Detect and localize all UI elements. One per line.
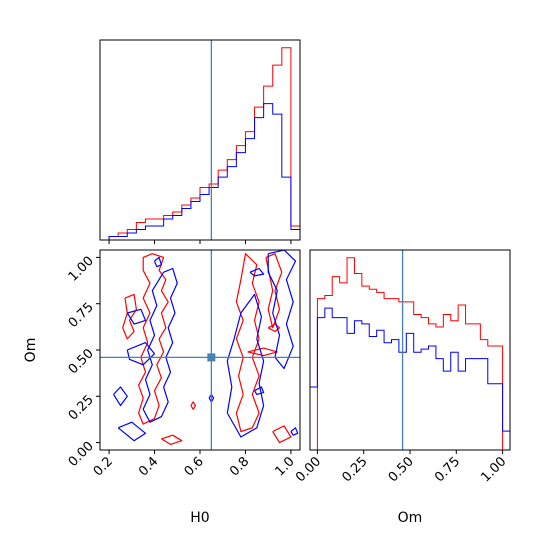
h0-histogram-plot-area [100, 40, 300, 240]
contour-series-1-line [161, 434, 183, 445]
om-histogram-series-2-steps [310, 307, 510, 450]
contour-series-2-line [208, 393, 215, 403]
truth-point-marker [207, 353, 216, 362]
h0-histogram-series-2-steps [100, 103, 300, 240]
contour-series-1-line [272, 425, 292, 444]
contour-series-2-line [153, 256, 162, 268]
contour-series-1-line [190, 401, 197, 410]
h0-histogram-x-ticks [108, 240, 292, 244]
contour-series-1-line [138, 253, 169, 425]
contour-plot-area [100, 250, 300, 450]
h0-histogram-series-1-steps [100, 47, 300, 240]
h0-marginal-histogram-panel [99, 39, 301, 244]
contour-x-axis-label: H0 [190, 510, 209, 526]
contour-series-1-line [265, 253, 283, 329]
contour-series-2-line [142, 267, 178, 423]
contour-series-2-line [113, 386, 128, 407]
contour-series-1-line [247, 347, 278, 357]
contour-series-2-line [290, 427, 299, 436]
contour-y-axis-label: Om [23, 338, 39, 363]
om-histogram-x-axis-label: Om [398, 510, 423, 526]
contour-series-1-line [122, 293, 137, 340]
om-histogram-series-1-steps [310, 257, 510, 450]
contour-series-2-line [117, 421, 147, 442]
contour-series-1-line [267, 323, 281, 333]
contour-series-1-line [235, 253, 260, 433]
om-histogram-plot-area [310, 250, 510, 450]
contour-series-2-line [126, 308, 147, 325]
contour-series-2-line [253, 386, 265, 395]
contour-series-2-line [249, 267, 265, 277]
